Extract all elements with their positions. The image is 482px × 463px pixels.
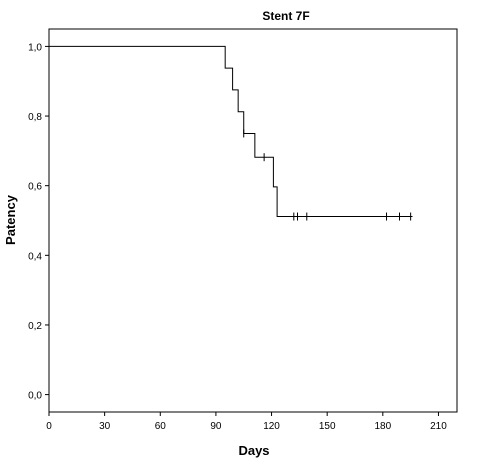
x-tick-label: 210 xyxy=(430,421,447,432)
y-tick-label: 0,4 xyxy=(28,251,42,262)
x-tick-label: 30 xyxy=(99,421,111,432)
y-tick-label: 0,6 xyxy=(28,182,42,193)
x-axis: 0 30 60 90 120 150 180 210 xyxy=(46,412,447,432)
y-tick-label: 0,2 xyxy=(28,321,42,332)
plot-frame xyxy=(48,28,458,413)
censor-marks xyxy=(243,129,412,221)
x-axis-label: Days xyxy=(238,443,269,458)
x-tick-label: 60 xyxy=(155,421,167,432)
y-tick-label: 0,0 xyxy=(28,391,42,402)
y-axis-label: Patency xyxy=(3,194,18,245)
survival-curve xyxy=(49,45,413,218)
x-tick-label: 120 xyxy=(263,421,280,432)
x-tick-label: 90 xyxy=(210,421,222,432)
y-axis: 0,0 0,2 0,4 0,6 0,8 1,0 xyxy=(28,42,49,402)
chart-title: Stent 7F xyxy=(262,9,309,23)
y-tick-label: 0,8 xyxy=(28,112,42,123)
x-tick-label: 150 xyxy=(319,421,336,432)
x-tick-label: 0 xyxy=(46,421,52,432)
x-tick-label: 180 xyxy=(374,421,391,432)
y-tick-label: 1,0 xyxy=(28,42,42,53)
